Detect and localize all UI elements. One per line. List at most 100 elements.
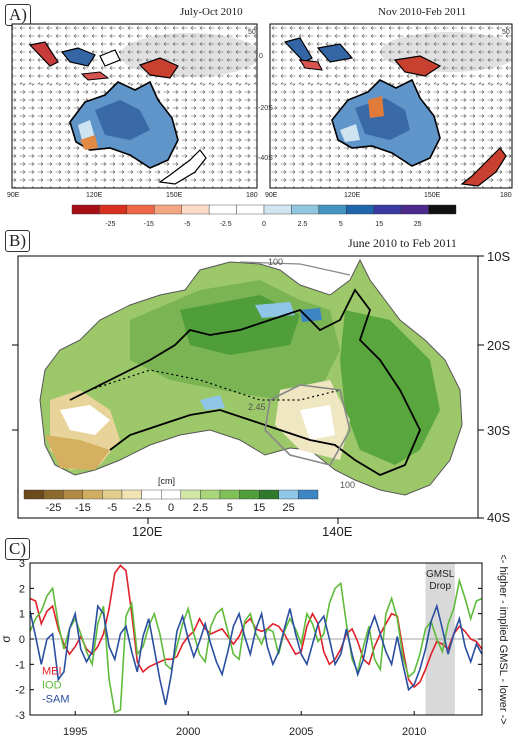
panel-b-colorbar-label: 5 <box>227 502 233 514</box>
legend-entry: IOD <box>42 679 62 691</box>
panel-b-colorbar-label: 0 <box>168 502 174 514</box>
panel-a-colorbar-swatch <box>400 204 429 215</box>
panel-a-colorbar-swatch <box>154 204 182 215</box>
panel-a-right-xtick-4: 180 <box>500 192 512 199</box>
panel-b-ytick-40s: 40S <box>487 510 511 525</box>
panel-b-ytick-10s: 10S <box>487 249 511 264</box>
panel-b-colorbar-swatch <box>298 489 319 500</box>
gmsl-drop-label-2: Drop <box>429 581 451 592</box>
contour-label-245: 2.45 <box>248 402 266 412</box>
x-tick-label: 1995 <box>63 726 87 738</box>
x-tick-label: 2005 <box>289 726 313 738</box>
y-tick-label: 1 <box>19 609 25 621</box>
panel-a-colorbar-label: -2.5 <box>220 221 232 228</box>
panel-a-colorbar-swatch <box>71 204 100 215</box>
panel-a-right-title: Nov 2010-Feb 2011 <box>378 6 467 18</box>
panel-b-colorbar: -25 -15 -5 -2.5 0 2.5 5 15 25 <box>23 489 319 514</box>
y-tick-label: 2 <box>19 583 25 595</box>
panel-a-colorbar-swatch <box>99 204 128 215</box>
panel-a-maps: 50 50 0 -20S -40S <box>11 23 513 189</box>
panel-b-colorbar-swatch <box>23 489 44 500</box>
panel-a-colorbar-swatch <box>291 204 320 215</box>
panel-a-right-xtick-1: 90E <box>265 192 278 199</box>
panel-a-right-map: 50 <box>270 24 512 188</box>
panel-b-colorbar-swatch <box>160 489 181 500</box>
x-tick-label: 2010 <box>402 726 426 738</box>
panel-a-colorbar: -25 -15 -5 -2.5 0 2.5 5 15 25 <box>71 204 457 228</box>
panel-a-colorbar-swatch <box>318 204 347 215</box>
panel-b-xtick-120e: 120E <box>132 524 163 539</box>
panel-b-xtick-140e: 140E <box>322 524 353 539</box>
panel-b-colorbar-label: 15 <box>253 502 265 514</box>
panel-b-ytick-30s: 30S <box>487 423 511 438</box>
panel-a-colorbar-swatch <box>236 204 265 215</box>
panel-a-left-xtick-2: 120E <box>86 192 103 199</box>
legend-entry: MEI <box>42 665 62 677</box>
y-tick-label: 3 <box>19 558 25 570</box>
panel-a-colorbar-label: -5 <box>184 221 190 228</box>
panel-a-colorbar-swatch <box>346 204 374 215</box>
panel-a-tag: A) <box>5 4 31 26</box>
panel-a-y-tick-0: 0 <box>259 53 263 60</box>
panel-b-tag: B) <box>5 230 30 252</box>
panel-b-colorbar-swatch <box>180 489 201 500</box>
panel-a-right-xtick-2: 120E <box>344 192 361 199</box>
contour-label-100b: 100 <box>340 480 355 490</box>
panel-b-title: June 2010 to Feb 2011 <box>348 236 457 250</box>
panel-b-colorbar-swatch <box>239 489 260 500</box>
svg-text:50: 50 <box>502 29 510 36</box>
panel-a-colorbar-label: 0 <box>262 221 266 228</box>
panel-a-colorbar-label: -25 <box>105 221 115 228</box>
panel-a-left-xtick-4: 180 <box>246 192 258 199</box>
indonesia-shape-left <box>28 41 59 67</box>
panel-b-colorbar-swatch <box>82 489 103 500</box>
panel-b-colorbar-swatch <box>43 489 64 500</box>
panel-a-y-tick-40: -40S <box>258 155 273 162</box>
panel-b-colorbar-swatch <box>63 489 84 500</box>
y-axis-label: σ <box>0 635 13 643</box>
panel-a-colorbar-label: 25 <box>414 221 422 228</box>
y-tick-label: -3 <box>15 710 25 722</box>
contour-label-100a: 100 <box>268 257 283 267</box>
gmsl-drop-label-1: GMSL <box>426 569 455 580</box>
panel-a-left-map: 50 <box>12 24 257 188</box>
panel-b-colorbar-label: 25 <box>282 502 294 514</box>
series-line-sam <box>29 603 483 706</box>
panel-b-colorbar-swatch <box>219 489 240 500</box>
series-line-iod <box>29 577 483 714</box>
right-axis-label: <- higher - implied GMSL - lower -> <box>497 555 509 725</box>
panel-c-tag: C) <box>5 538 30 560</box>
panel-b-colorbar-label: -2.5 <box>132 502 151 514</box>
panel-a-colorbar-swatch <box>428 204 457 215</box>
svg-text:50: 50 <box>248 29 256 36</box>
panel-b-colorbar-label: 2.5 <box>193 502 208 514</box>
panel-b-colorbar-label: -5 <box>107 502 117 514</box>
panel-a-right-xtick-3: 150E <box>424 192 441 199</box>
legend-entry: -SAM <box>42 693 70 705</box>
panel-a-colorbar-label: 5 <box>339 221 343 228</box>
panel-b-colorbar-unit: [cm] <box>158 476 175 486</box>
panel-b-map: 100 2.45 100 <box>12 255 484 524</box>
panel-b-colorbar-label: -15 <box>75 502 91 514</box>
panel-b-colorbar-swatch <box>141 489 162 500</box>
panel-b-colorbar-label: -25 <box>45 502 61 514</box>
panel-a-colorbar-swatch <box>373 204 402 215</box>
panel-b-colorbar-swatch <box>121 489 142 500</box>
panel-b-colorbar-swatch <box>200 489 221 500</box>
y-tick-label: 0 <box>19 634 25 646</box>
panel-a-colorbar-swatch <box>263 204 292 215</box>
y-tick-label: -1 <box>15 659 25 671</box>
panel-a-colorbar-swatch <box>126 204 155 215</box>
panel-b-colorbar-swatch <box>278 489 299 500</box>
panel-a-colorbar-swatch <box>181 204 210 215</box>
panel-a-colorbar-label: 2.5 <box>298 221 308 228</box>
y-tick-label: -2 <box>15 685 25 697</box>
panel-a-left-xtick-3: 150E <box>166 192 183 199</box>
panel-b-colorbar-swatch <box>258 489 279 500</box>
panel-a-y-tick-20: -20S <box>258 105 273 112</box>
panel-a-colorbar-label: 15 <box>375 221 383 228</box>
panel-a-left-title: July-Oct 2010 <box>180 6 243 18</box>
panel-a-colorbar-swatch <box>208 204 237 215</box>
panel-b-ytick-20s: 20S <box>487 338 511 353</box>
